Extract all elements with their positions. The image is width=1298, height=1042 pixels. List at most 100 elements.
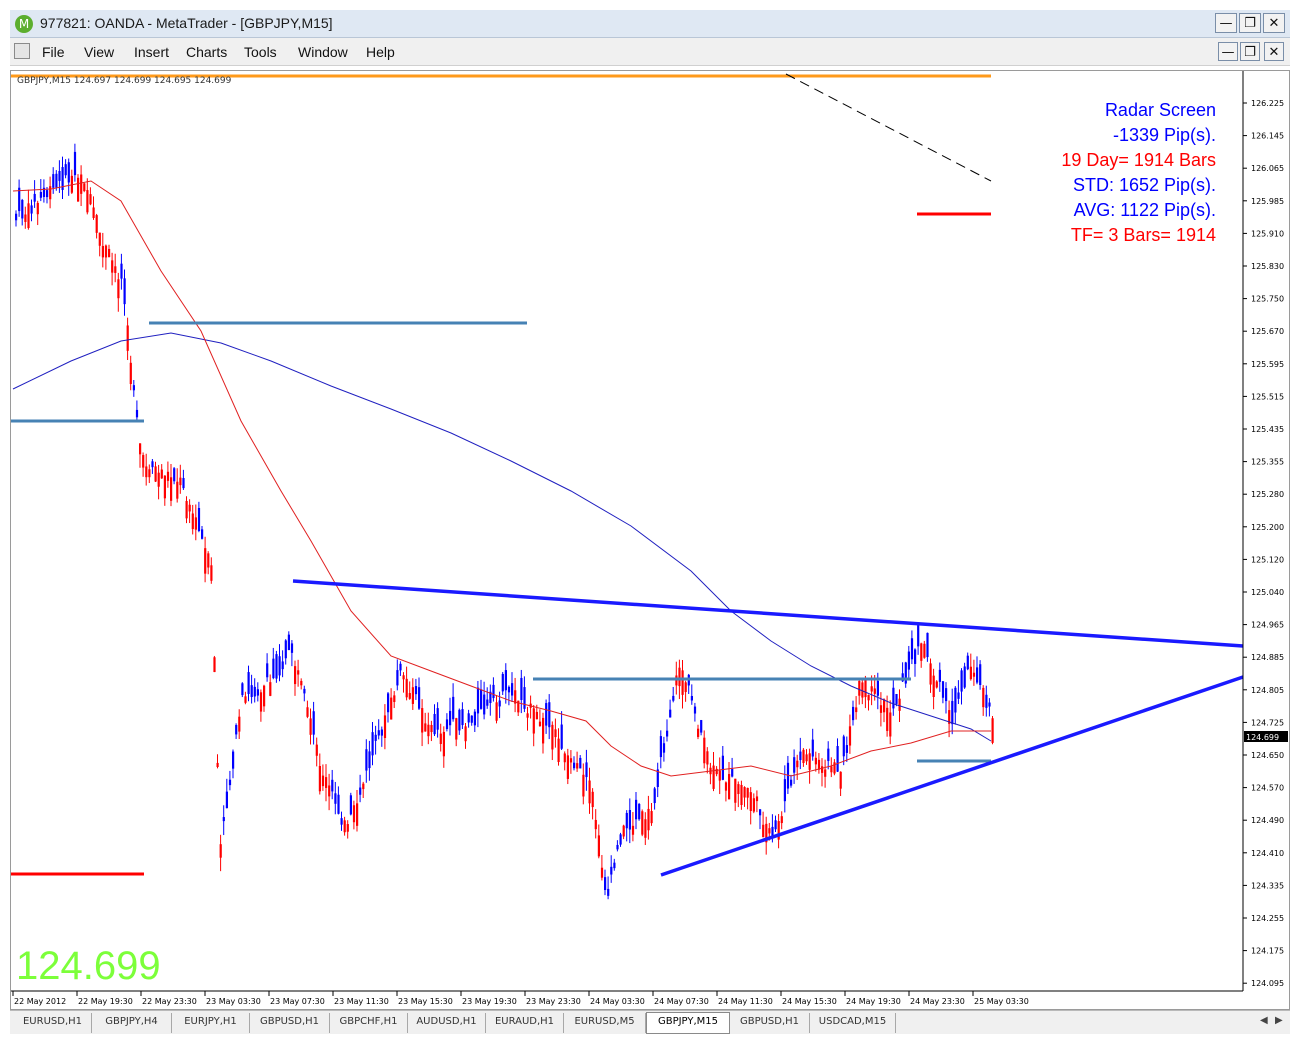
bear-candle <box>179 477 182 486</box>
tabs-scroll-left-icon[interactable]: ◀ <box>1260 1015 1268 1026</box>
tab-gbpchf-h1[interactable]: GBPCHF,H1 <box>330 1013 408 1033</box>
bear-candle <box>352 805 356 823</box>
bull-candle <box>700 720 703 733</box>
minimize-button[interactable]: — <box>1215 13 1237 33</box>
bear-candle <box>157 472 160 487</box>
bear-candle <box>300 680 303 686</box>
bull-candle <box>842 736 845 757</box>
restore-button[interactable]: ❐ <box>1239 13 1261 33</box>
bull-candle <box>836 746 839 772</box>
bear-candle <box>83 183 86 192</box>
bear-candle <box>898 698 901 711</box>
bear-candle <box>238 716 241 732</box>
bear-candle <box>343 820 346 833</box>
bear-candle <box>681 670 684 695</box>
bull-candle <box>247 672 250 695</box>
bear-candle <box>383 715 387 739</box>
price-tick-label: 125.120 <box>1251 555 1284 564</box>
time-tick-label: 22 May 23:30 <box>142 997 197 1006</box>
tab-gbpusd-h1-2[interactable]: GBPUSD,H1 <box>730 1013 810 1033</box>
bear-candle <box>36 202 39 215</box>
bull-candle <box>690 695 693 701</box>
bull-candle <box>374 734 377 741</box>
bear-candle <box>170 477 173 501</box>
menu-window[interactable]: Window <box>298 44 348 60</box>
bull-candle <box>387 693 390 713</box>
bear-candle <box>142 455 145 468</box>
bear-candle <box>718 770 721 781</box>
bear-candle <box>802 749 805 763</box>
bear-candle <box>814 757 817 765</box>
time-tick-label: 23 May 19:30 <box>462 997 517 1006</box>
bull-candle <box>275 654 278 679</box>
bull-candle <box>625 812 628 829</box>
bear-candle <box>563 753 566 763</box>
bear-candle <box>411 687 414 704</box>
bull-candle <box>619 834 622 845</box>
tabs-scroll-right-icon[interactable]: ▶ <box>1275 1015 1283 1026</box>
bear-candle <box>538 721 542 727</box>
bull-candle <box>659 736 662 758</box>
bear-candle <box>80 174 83 194</box>
bull-candle <box>58 170 61 181</box>
bull-candle <box>548 702 551 728</box>
bull-candle <box>64 164 67 176</box>
menu-file[interactable]: File <box>42 44 65 60</box>
bull-candle <box>523 687 526 709</box>
bear-candle <box>163 475 166 499</box>
bear-candle <box>650 811 653 824</box>
bear-candle <box>219 844 222 858</box>
menu-charts[interactable]: Charts <box>186 44 228 60</box>
bear-candle <box>318 765 321 792</box>
tab-eurjpy-h1[interactable]: EURJPY,H1 <box>172 1013 250 1033</box>
bear-candle <box>129 362 132 385</box>
bear-candle <box>566 755 569 779</box>
tab-gbpjpy-h4[interactable]: GBPJPY,H4 <box>92 1013 172 1033</box>
time-tick-label: 23 May 15:30 <box>398 997 453 1006</box>
chart-info-line: GBPJPY,M15 124.697 124.699 124.695 124.6… <box>17 76 232 86</box>
child-restore-button[interactable]: ❐ <box>1240 42 1260 61</box>
bear-candle <box>873 688 876 694</box>
tab-usdcad-m15[interactable]: USDCAD,M15 <box>810 1013 896 1033</box>
child-close-button[interactable]: ✕ <box>1264 42 1284 61</box>
bear-candle <box>824 769 827 777</box>
bull-candle <box>793 757 796 773</box>
bear-candle <box>796 760 799 768</box>
child-minimize-button[interactable]: — <box>1218 42 1238 61</box>
bear-candle <box>712 765 715 789</box>
bear-candle <box>86 190 89 213</box>
close-button[interactable]: ✕ <box>1263 13 1285 33</box>
bear-candle <box>808 753 811 770</box>
bull-candle <box>653 788 656 804</box>
price-tick-label: 124.885 <box>1251 653 1284 662</box>
tab-gbpjpy-m15[interactable]: GBPJPY,M15 <box>646 1012 730 1034</box>
bear-candle <box>27 203 30 228</box>
bull-candle <box>610 866 613 875</box>
bull-candle <box>585 762 588 778</box>
price-tick-label: 124.255 <box>1251 914 1284 923</box>
chart-window[interactable]: 126.225 126.145 126.065 125.985 125.910 125.8… <box>10 70 1290 1010</box>
tab-eurusd-m5[interactable]: EURUSD,M5 <box>564 1013 646 1033</box>
dashed-trendline <box>785 73 992 182</box>
bull-candle <box>941 681 945 698</box>
tab-eurusd-h1[interactable]: EURUSD,H1 <box>14 1013 92 1033</box>
menu-tools[interactable]: Tools <box>244 44 277 60</box>
tab-euraud-h1[interactable]: EURAUD,H1 <box>486 1013 564 1033</box>
tab-gbpusd-h1[interactable]: GBPUSD,H1 <box>250 1013 330 1033</box>
bear-candle <box>858 680 861 696</box>
bull-candle <box>197 507 201 531</box>
bull-candle <box>458 709 461 731</box>
bear-candle <box>762 824 765 838</box>
menu-insert[interactable]: Insert <box>134 44 170 60</box>
menu-help[interactable]: Help <box>366 44 395 60</box>
price-tick-label: 124.805 <box>1251 686 1284 695</box>
price-chart[interactable]: 126.225 126.145 126.065 125.985 125.910 125.8… <box>11 71 1289 1009</box>
bull-candle <box>545 703 548 726</box>
bear-candle <box>678 667 681 687</box>
bull-candle <box>954 687 957 713</box>
menu-view[interactable]: View <box>84 44 115 60</box>
bull-candle <box>256 689 259 696</box>
bear-candle <box>402 675 405 680</box>
tab-audusd-h1[interactable]: AUDUSD,H1 <box>408 1013 486 1033</box>
price-tick-label: 125.910 <box>1251 229 1284 238</box>
